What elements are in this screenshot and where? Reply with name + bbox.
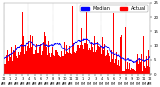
Legend: Median, Actual: Median, Actual [80, 5, 148, 12]
